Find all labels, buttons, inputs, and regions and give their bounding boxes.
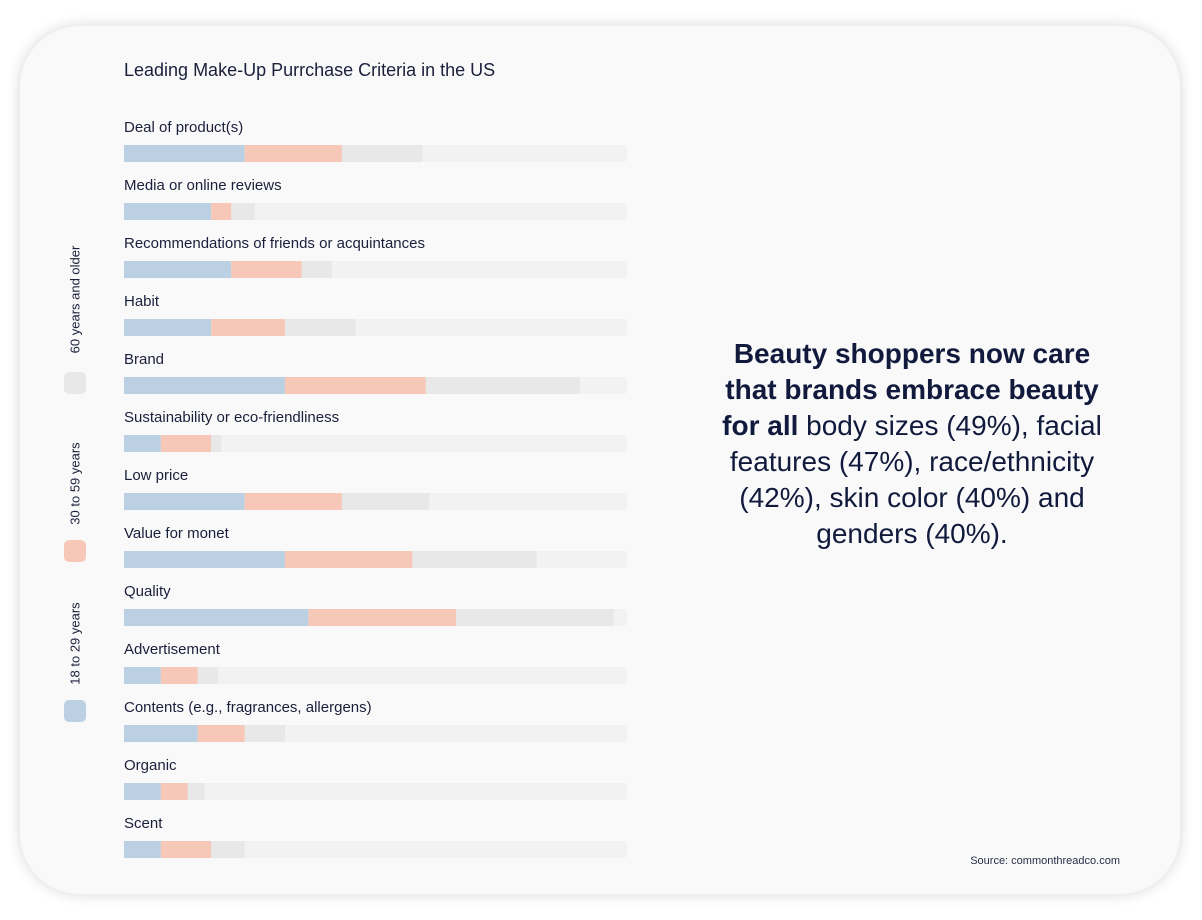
bar-segment-18-to-29-years [124, 435, 161, 452]
category-label: Quality [124, 583, 171, 600]
source-note: Source: commonthreadco.com [970, 855, 1120, 867]
bar-segment-18-to-29-years [124, 261, 232, 278]
bar-segment-60-years-and-older [425, 377, 581, 394]
bar-track [124, 783, 627, 800]
bar-segment-18-to-29-years [124, 667, 161, 684]
bar-segment-60-years-and-older [187, 783, 205, 800]
bar-segment-18-to-29-years [124, 841, 161, 858]
bar-segment-60-years-and-older [197, 667, 218, 684]
bar-group-media-or-online-reviews: Media or online reviews [124, 177, 627, 220]
bar-segment-30-to-59-years [197, 725, 245, 742]
bar-group-value-for-monet: Value for monet [124, 525, 627, 568]
legend-swatch-60-plus [64, 372, 86, 394]
legend-swatch-30-59 [64, 540, 86, 562]
bar-segment-18-to-29-years [124, 493, 245, 510]
bar-segment-18-to-29-years [124, 725, 198, 742]
category-label: Advertisement [124, 641, 221, 658]
category-label: Contents (e.g., fragrances, allergens) [124, 699, 372, 716]
legend-swatch-18-29 [64, 700, 86, 722]
category-label: Organic [124, 757, 177, 774]
bar-track [124, 667, 627, 684]
chart-title: Leading Make-Up Purrchase Criteria in th… [124, 60, 496, 80]
bar-segment-30-to-59-years [231, 261, 302, 278]
bar-segment-18-to-29-years [124, 319, 212, 336]
bar-segment-30-to-59-years [244, 493, 342, 510]
bar-segment-18-to-29-years [124, 551, 285, 568]
category-label: Deal of product(s) [124, 119, 243, 136]
bar-track [124, 435, 627, 452]
bar-segment-60-years-and-older [455, 609, 614, 626]
category-label: Media or online reviews [124, 177, 282, 194]
bar-segment-60-years-and-older [211, 435, 222, 452]
bar-group-organic: Organic [124, 757, 627, 800]
bar-segment-30-to-59-years [160, 783, 188, 800]
bar-group-recommendations-of-friends-or-acquintances: Recommendations of friends or acquintanc… [124, 235, 627, 278]
chart-card [20, 26, 1180, 894]
bar-segment-60-years-and-older [301, 261, 332, 278]
bar-segment-30-to-59-years [160, 841, 212, 858]
bar-group-brand: Brand [124, 351, 627, 394]
bar-group-low-price: Low price [124, 467, 627, 510]
bar-group-contents-e-g-fragrances-allergens: Contents (e.g., fragrances, allergens) [124, 699, 627, 742]
category-label: Sustainability or eco-friendliness [124, 409, 339, 426]
bar-group-habit: Habit [124, 293, 627, 336]
bar-segment-30-to-59-years [244, 145, 342, 162]
bar-track [124, 841, 627, 858]
bar-segment-60-years-and-older [341, 145, 423, 162]
category-label: Scent [124, 815, 163, 832]
bar-segment-30-to-59-years [284, 377, 426, 394]
bar-segment-18-to-29-years [124, 203, 212, 220]
bar-group-quality: Quality [124, 583, 627, 626]
bar-group-advertisement: Advertisement [124, 641, 627, 684]
bar-segment-60-years-and-older [231, 203, 255, 220]
category-label: Value for monet [124, 525, 230, 542]
bar-segment-18-to-29-years [124, 377, 285, 394]
category-label: Recommendations of friends or acquintanc… [124, 235, 425, 252]
bar-segment-60-years-and-older [284, 319, 356, 336]
bar-group-deal-of-product-s: Deal of product(s) [124, 119, 627, 162]
bar-group-scent: Scent [124, 815, 627, 858]
headline-regular: body sizes (49%), facial features (47%),… [729, 410, 1102, 549]
bar-segment-30-to-59-years [284, 551, 413, 568]
bar-segment-60-years-and-older [412, 551, 537, 568]
bar-segment-18-to-29-years [124, 783, 161, 800]
bar-segment-30-to-59-years [160, 667, 198, 684]
bar-segment-30-to-59-years [160, 435, 212, 452]
bar-segment-18-to-29-years [124, 145, 245, 162]
category-label: Low price [124, 467, 188, 484]
category-label: Brand [124, 351, 164, 368]
bar-segment-60-years-and-older [341, 493, 430, 510]
bar-segment-60-years-and-older [244, 725, 285, 742]
bar-segment-30-to-59-years [211, 203, 232, 220]
bar-segment-18-to-29-years [124, 609, 309, 626]
bar-group-sustainability-or-eco-friendliness: Sustainability or eco-friendliness [124, 409, 627, 452]
bar-segment-60-years-and-older [211, 841, 245, 858]
category-label: Habit [124, 293, 160, 310]
bar-segment-30-to-59-years [211, 319, 285, 336]
headline: Beauty shoppers now care that brands emb… [712, 336, 1112, 552]
bar-segment-30-to-59-years [308, 609, 456, 626]
headline-bold: Beauty shoppers now care that brands emb… [722, 338, 1099, 441]
